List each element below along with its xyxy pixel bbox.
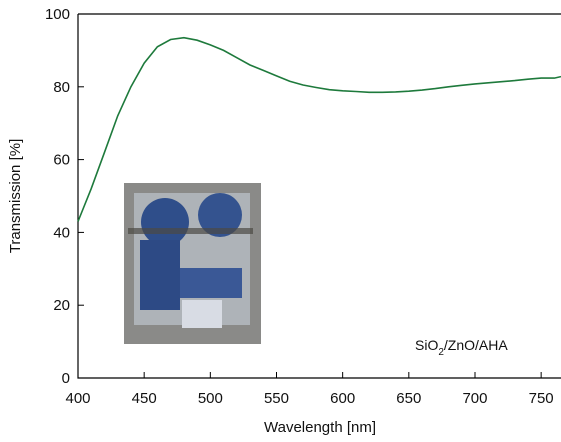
annotation: SiO2/ZnO/AHA [415, 337, 508, 358]
y-tick-label: 60 [53, 152, 70, 169]
data-line [77, 36, 561, 222]
x-tick-label: 650 [396, 390, 421, 407]
y-tick-label: 100 [45, 6, 70, 23]
y-tick-label: 0 [62, 370, 70, 387]
x-tick-label: 600 [330, 390, 355, 407]
x-tick-label: 700 [462, 390, 487, 407]
annotation-part: /ZnO/AHA [444, 337, 508, 353]
y-tick-label: 20 [53, 297, 70, 314]
x-tick-label: 450 [132, 390, 157, 407]
annotation-subscript: 2 [438, 347, 444, 358]
x-axis-label: Wavelength [nm] [264, 419, 376, 436]
annotation-part: SiO [415, 337, 438, 353]
x-tick-label: 550 [264, 390, 289, 407]
y-axis-label: Transmission [%] [7, 139, 24, 253]
inset-photo [124, 183, 261, 344]
x-tick-label: 750 [529, 390, 554, 407]
y-tick-label: 80 [53, 79, 70, 96]
x-tick-label: 500 [198, 390, 223, 407]
x-tick-label: 400 [65, 390, 90, 407]
y-tick-label: 40 [53, 224, 70, 241]
